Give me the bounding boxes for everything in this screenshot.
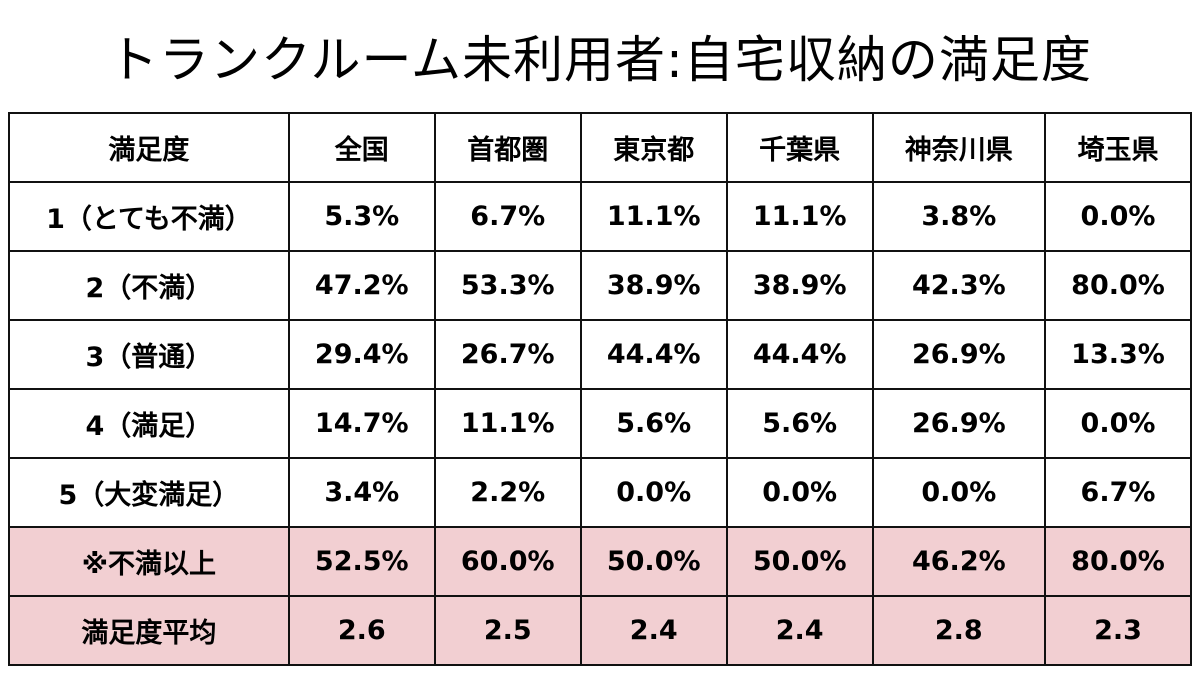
value-cell-capital-area: 53.3% — [433, 250, 582, 321]
value-cell-kanagawa: 42.3% — [871, 250, 1046, 321]
header-cell-capital-area: 首都圏 — [433, 112, 582, 183]
value-cell-national: 14.7% — [287, 388, 436, 459]
value-cell-saitama: 80.0% — [1043, 526, 1193, 597]
table-row: 3（普通） 29.4% 26.7% 44.4% 44.4% 26.9% 13.3% — [8, 319, 1193, 390]
value-cell-saitama: 2.3 — [1043, 595, 1193, 666]
value-cell-kanagawa: 46.2% — [871, 526, 1046, 597]
row-label-cell: 満足度平均 — [8, 595, 290, 666]
table-row: 4（満足） 14.7% 11.1% 5.6% 5.6% 26.9% 0.0% — [8, 388, 1193, 459]
value-cell-tokyo: 44.4% — [579, 319, 728, 390]
row-label-cell: 4（満足） — [8, 388, 290, 459]
value-cell-saitama: 80.0% — [1043, 250, 1193, 321]
table-row: 5（大変満足） 3.4% 2.2% 0.0% 0.0% 0.0% 6.7% — [8, 457, 1193, 528]
value-cell-national: 47.2% — [287, 250, 436, 321]
value-cell-chiba: 0.0% — [725, 457, 874, 528]
value-cell-national: 5.3% — [287, 181, 436, 252]
header-cell-saitama: 埼玉県 — [1043, 112, 1193, 183]
table-row: ※不満以上 52.5% 60.0% 50.0% 50.0% 46.2% 80.0% — [8, 526, 1193, 597]
row-label-cell: ※不満以上 — [8, 526, 290, 597]
value-cell-saitama: 0.0% — [1043, 388, 1193, 459]
value-cell-chiba: 50.0% — [725, 526, 874, 597]
header-cell-national: 全国 — [287, 112, 436, 183]
header-cell-kanagawa: 神奈川県 — [871, 112, 1046, 183]
header-cell-satisfaction: 満足度 — [8, 112, 290, 183]
value-cell-chiba: 5.6% — [725, 388, 874, 459]
value-cell-kanagawa: 3.8% — [871, 181, 1046, 252]
value-cell-capital-area: 6.7% — [433, 181, 582, 252]
value-cell-tokyo: 38.9% — [579, 250, 728, 321]
value-cell-capital-area: 2.5 — [433, 595, 582, 666]
value-cell-national: 3.4% — [287, 457, 436, 528]
row-label-cell: 2（不満） — [8, 250, 290, 321]
value-cell-chiba: 2.4 — [725, 595, 874, 666]
value-cell-national: 29.4% — [287, 319, 436, 390]
value-cell-tokyo: 2.4 — [579, 595, 728, 666]
value-cell-national: 2.6 — [287, 595, 436, 666]
value-cell-chiba: 44.4% — [725, 319, 874, 390]
header-cell-tokyo: 東京都 — [579, 112, 728, 183]
satisfaction-table: 満足度 全国 首都圏 東京都 千葉県 神奈川県 埼玉県 1（とても不満） 5.3%… — [8, 112, 1193, 666]
table-row: 1（とても不満） 5.3% 6.7% 11.1% 11.1% 3.8% 0.0% — [8, 181, 1193, 252]
value-cell-tokyo: 50.0% — [579, 526, 728, 597]
value-cell-saitama: 0.0% — [1043, 181, 1193, 252]
value-cell-saitama: 6.7% — [1043, 457, 1193, 528]
value-cell-saitama: 13.3% — [1043, 319, 1193, 390]
value-cell-tokyo: 11.1% — [579, 181, 728, 252]
value-cell-capital-area: 2.2% — [433, 457, 582, 528]
table-row: 満足度平均 2.6 2.5 2.4 2.4 2.8 2.3 — [8, 595, 1193, 666]
value-cell-kanagawa: 0.0% — [871, 457, 1046, 528]
value-cell-tokyo: 0.0% — [579, 457, 728, 528]
value-cell-capital-area: 26.7% — [433, 319, 582, 390]
value-cell-kanagawa: 26.9% — [871, 319, 1046, 390]
table-row: 2（不満） 47.2% 53.3% 38.9% 38.9% 42.3% 80.0% — [8, 250, 1193, 321]
row-label-cell: 1（とても不満） — [8, 181, 290, 252]
value-cell-capital-area: 11.1% — [433, 388, 582, 459]
header-cell-chiba: 千葉県 — [725, 112, 874, 183]
value-cell-capital-area: 60.0% — [433, 526, 582, 597]
value-cell-kanagawa: 2.8 — [871, 595, 1046, 666]
page-title: トランクルーム未利用者:自宅収納の満足度 — [108, 31, 1092, 89]
value-cell-chiba: 38.9% — [725, 250, 874, 321]
row-label-cell: 3（普通） — [8, 319, 290, 390]
value-cell-chiba: 11.1% — [725, 181, 874, 252]
value-cell-kanagawa: 26.9% — [871, 388, 1046, 459]
table-header-row: 満足度 全国 首都圏 東京都 千葉県 神奈川県 埼玉県 — [8, 112, 1193, 183]
row-label-cell: 5（大変満足） — [8, 457, 290, 528]
value-cell-national: 52.5% — [287, 526, 436, 597]
table-body: 1（とても不満） 5.3% 6.7% 11.1% 11.1% 3.8% 0.0% 2（不満） 4… — [8, 181, 1193, 666]
value-cell-tokyo: 5.6% — [579, 388, 728, 459]
